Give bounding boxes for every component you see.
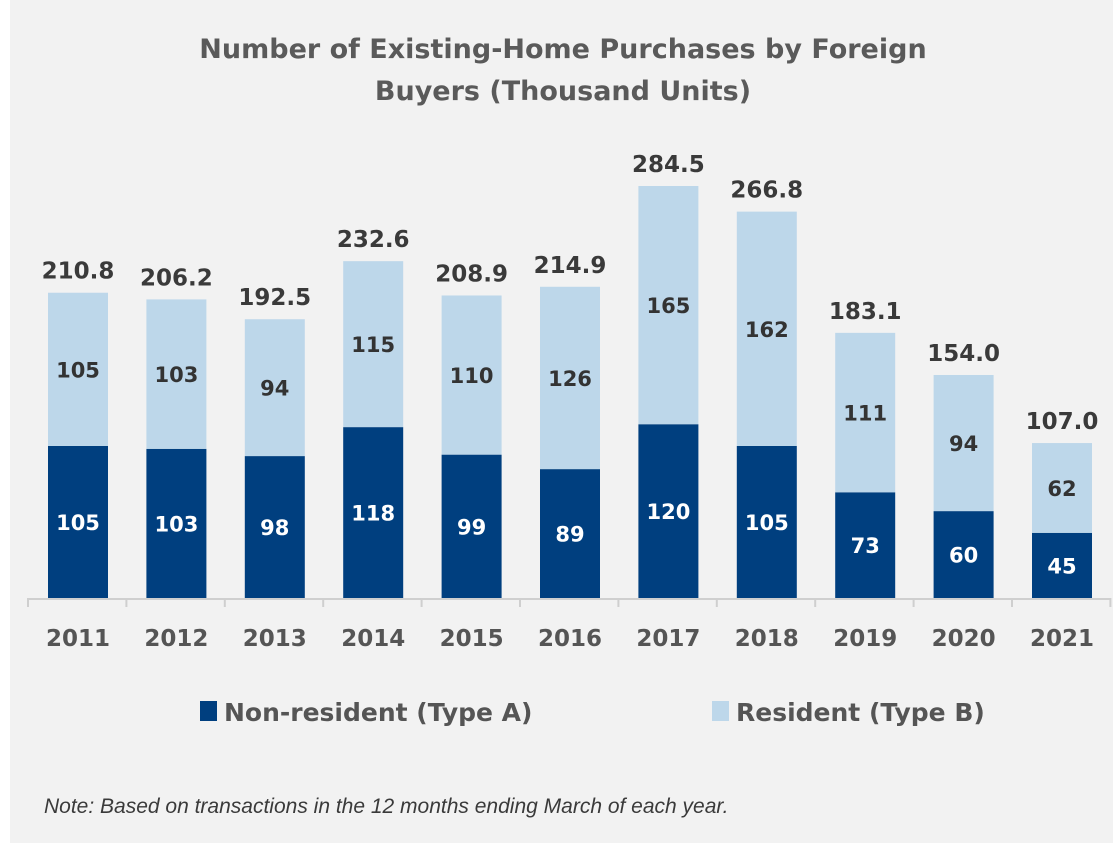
chart-note: Note: Based on transactions in the 12 mo… bbox=[44, 795, 728, 818]
bar-non-resident-2013 bbox=[244, 456, 305, 598]
total-label-2018: 266.8 bbox=[730, 178, 803, 204]
bar-resident-2020 bbox=[933, 374, 994, 512]
bar-resident-2014 bbox=[343, 261, 404, 428]
label-resident-2013: 94 bbox=[260, 377, 289, 401]
x-tick-label-2012: 2012 bbox=[144, 626, 208, 652]
label-resident-2015: 110 bbox=[450, 364, 494, 388]
x-tick-label-2019: 2019 bbox=[833, 626, 897, 652]
x-tick-label-2021: 2021 bbox=[1030, 626, 1094, 652]
x-tick-label-2014: 2014 bbox=[341, 626, 405, 652]
legend-swatch-non-resident bbox=[200, 701, 217, 721]
x-tick-label-2015: 2015 bbox=[440, 626, 504, 652]
legend-label-non-resident: Non-resident (Type A) bbox=[224, 698, 532, 727]
total-label-2015: 208.9 bbox=[435, 261, 508, 287]
x-tick-label-2017: 2017 bbox=[636, 626, 700, 652]
bar-non-resident-2014 bbox=[343, 427, 404, 598]
label-non-resident-2012: 103 bbox=[154, 512, 198, 536]
bar-resident-2021 bbox=[1032, 443, 1092, 533]
bar-non-resident-2015 bbox=[441, 454, 502, 598]
label-resident-2021: 62 bbox=[1047, 477, 1076, 501]
x-tick-label-2011: 2011 bbox=[46, 626, 110, 652]
bar-resident-2017 bbox=[638, 186, 699, 425]
bar-non-resident-2021 bbox=[1032, 532, 1092, 598]
total-label-2017: 284.5 bbox=[632, 152, 705, 178]
total-label-2020: 154.0 bbox=[927, 341, 1000, 367]
bar-non-resident-2018 bbox=[736, 445, 797, 598]
bar-resident-2012 bbox=[146, 299, 207, 449]
label-resident-2017: 165 bbox=[646, 294, 690, 318]
legend-swatch-resident bbox=[712, 701, 729, 721]
x-tick-label-2018: 2018 bbox=[735, 626, 799, 652]
label-non-resident-2021: 45 bbox=[1047, 554, 1076, 578]
bar-resident-2011 bbox=[48, 292, 108, 446]
label-resident-2012: 103 bbox=[154, 363, 198, 387]
x-tick-label-2013: 2013 bbox=[243, 626, 307, 652]
legend-label-resident: Resident (Type B) bbox=[736, 698, 985, 727]
chart-title-line-1: Number of Existing-Home Purchases by For… bbox=[199, 34, 926, 65]
label-resident-2016: 126 bbox=[548, 367, 592, 391]
label-non-resident-2014: 118 bbox=[351, 502, 395, 526]
bar-non-resident-2011 bbox=[48, 445, 108, 598]
label-non-resident-2016: 89 bbox=[555, 523, 584, 547]
label-resident-2020: 94 bbox=[949, 432, 978, 456]
total-label-2021: 107.0 bbox=[1026, 409, 1099, 435]
label-non-resident-2019: 73 bbox=[851, 534, 880, 558]
bar-non-resident-2020 bbox=[933, 511, 994, 598]
x-tick-label-2020: 2020 bbox=[932, 626, 996, 652]
bar-resident-2015 bbox=[441, 295, 502, 455]
label-resident-2011: 105 bbox=[56, 358, 100, 382]
total-label-2016: 214.9 bbox=[534, 253, 607, 279]
label-non-resident-2011: 105 bbox=[56, 511, 100, 535]
bar-resident-2016 bbox=[540, 286, 600, 470]
label-non-resident-2015: 99 bbox=[457, 515, 486, 539]
bar-non-resident-2017 bbox=[638, 424, 699, 598]
label-non-resident-2018: 105 bbox=[745, 511, 789, 535]
bar-resident-2018 bbox=[736, 211, 797, 446]
total-label-2019: 183.1 bbox=[829, 299, 902, 325]
bar-non-resident-2016 bbox=[540, 469, 600, 598]
bar-non-resident-2019 bbox=[835, 492, 896, 598]
x-tick-label-2016: 2016 bbox=[538, 626, 602, 652]
label-resident-2019: 111 bbox=[843, 402, 887, 426]
label-non-resident-2017: 120 bbox=[646, 500, 690, 524]
total-label-2013: 192.5 bbox=[238, 285, 311, 311]
total-label-2011: 210.8 bbox=[42, 259, 115, 285]
label-non-resident-2020: 60 bbox=[949, 544, 978, 568]
total-label-2012: 206.2 bbox=[140, 265, 213, 291]
label-resident-2014: 115 bbox=[351, 333, 395, 357]
bar-resident-2019 bbox=[835, 332, 896, 493]
bar-resident-2013 bbox=[244, 319, 305, 457]
label-resident-2018: 162 bbox=[745, 318, 789, 342]
bar-non-resident-2012 bbox=[146, 448, 207, 598]
total-label-2014: 232.6 bbox=[337, 227, 410, 253]
chart-title-line-2: Buyers (Thousand Units) bbox=[375, 76, 751, 107]
label-non-resident-2013: 98 bbox=[260, 516, 289, 540]
